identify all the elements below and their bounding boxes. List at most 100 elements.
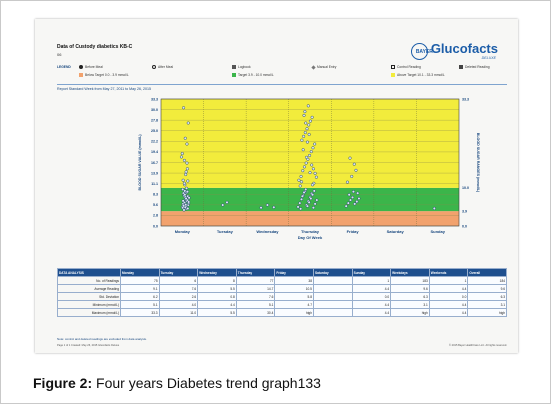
reading-point [185, 186, 189, 190]
reading-point [354, 168, 358, 172]
analysis-row: Std. Deviation 6.2 2.6 0.8 7.6 5.8 0.0 6.3 0.0 6.… [57, 292, 507, 301]
reading-point [308, 153, 312, 157]
reading-point [299, 197, 304, 201]
x-axis-title: Day Of Week [298, 235, 323, 240]
analysis-cell [312, 276, 353, 285]
reading-point [179, 155, 183, 159]
analysis-cell: 5.5 [197, 284, 237, 293]
legend-label: Before Meal [85, 65, 103, 69]
reading-point [185, 167, 189, 171]
y-tick-label: 25.0 [151, 129, 158, 133]
reading-point [297, 178, 301, 182]
x-tick-label: Friday [347, 229, 360, 234]
y-tick-label: 2.8 [153, 214, 158, 218]
analysis-table: DATA ANALYSIS Monday Tuesday Wednesday Thurs… [57, 268, 507, 317]
reading-point [303, 131, 307, 135]
reading-point [351, 195, 355, 199]
divider [57, 84, 507, 85]
reading-point [307, 200, 311, 204]
reading-point [182, 181, 186, 185]
y-tick-label: 19.4 [151, 150, 158, 154]
analysis-title: DATA ANALYSIS [57, 268, 121, 277]
analysis-column-header: Wednesday [197, 268, 237, 277]
reading-point [308, 119, 312, 123]
analysis-cell: 0.0 [351, 292, 392, 301]
reading-point [184, 170, 188, 174]
analysis-cell: 3.1 [467, 300, 507, 309]
right-tick-label: 0.0 [462, 224, 467, 228]
footer-right: © 2015 Bayer HealthCare LLC. All rights … [449, 344, 507, 347]
reading-point [311, 206, 315, 210]
range-band [161, 211, 459, 226]
analysis-cell: high [274, 308, 314, 317]
analysis-cell: high [390, 308, 430, 317]
logo-brand: Glucofacts [430, 41, 498, 56]
reading-point [312, 189, 316, 193]
x-tick-label: Monday [175, 229, 191, 234]
reading-point [310, 115, 314, 119]
analysis-cell: 4.4 [197, 300, 237, 309]
plot-border [160, 98, 460, 227]
reading-point [305, 127, 309, 131]
reading-point [300, 138, 304, 142]
y-tick-label: 27.8 [151, 118, 158, 122]
reading-point [298, 184, 302, 188]
analysis-column-header: Sunday [351, 268, 392, 277]
reading-point [313, 202, 317, 206]
report-id: 06 [57, 52, 62, 57]
analysis-row-label: Std. Deviation [57, 292, 121, 301]
reading-point [185, 190, 189, 194]
x-tick-label: Saturday [387, 229, 405, 234]
analysis-cell: 1 [351, 276, 392, 285]
analysis-cell: 38 [274, 276, 314, 285]
glucofacts-logo: BAYER Glucofacts DELUXE [410, 41, 498, 64]
reading-point [181, 178, 185, 182]
reading-point [347, 193, 351, 197]
analysis-column-header: Tuesday [158, 268, 199, 277]
legend-before-meal: Before Meal [79, 65, 103, 69]
caption-text: Four years Diabetes trend graph133 [96, 375, 321, 391]
legend-deleted-reading: Deleted Reading [459, 65, 490, 69]
legend: LEGEND Before Meal After Meal Logbook Ma… [57, 64, 507, 83]
reading-point [353, 202, 357, 206]
analysis-cell: 0.8 [197, 292, 237, 301]
analysis-note: Note: control and deleted readings are e… [57, 337, 147, 341]
reading-point [355, 200, 359, 204]
y-tick-label: 30.0 [151, 108, 158, 112]
analysis-cell: 9.1 [120, 284, 160, 293]
reading-point [182, 204, 186, 208]
analysis-cell: 5.1 [120, 300, 160, 309]
reading-point [296, 205, 300, 209]
analysis-cell: 3.1 [390, 300, 430, 309]
reading-point [186, 179, 190, 183]
chart-svg: 33.3 30.0 27.8 25.0 22.2 19.4 16.7 13.9 11.1 8.3 5… [138, 97, 480, 240]
analysis-cell: 4.7 [274, 300, 314, 309]
scanned-report: Data of Custody diabetics KB-C 06 BAYER … [35, 19, 518, 353]
analysis-cell: 9.6 [390, 284, 430, 293]
analysis-row-label: Maximum (mmol/L) [57, 308, 121, 317]
caption-label: Figure 2: [33, 375, 93, 391]
reading-point [185, 161, 189, 165]
legend-label: Below Target 0.0 - 3.9 mmol/L [85, 73, 129, 77]
right-tick-label: 33.3 [462, 97, 469, 101]
report-range: Report Standard Week from May 27, 2011 t… [57, 87, 151, 91]
analysis-cell: 0.0 [428, 292, 469, 301]
analysis-row-label: Average Reading [57, 284, 121, 293]
y-tick-label: 13.9 [151, 171, 158, 175]
legend-label: After Meal [158, 65, 174, 69]
reading-point [307, 123, 311, 127]
reading-point [314, 175, 318, 179]
legend-label: Target 3.9 - 10.0 mmol/L [238, 73, 274, 77]
reading-point [302, 190, 306, 194]
analysis-cell: 4.4 [351, 308, 392, 317]
legend-label: Logbook [238, 65, 251, 69]
analysis-cell: 6.2 [120, 292, 160, 301]
analysis-cell [312, 292, 353, 301]
reading-point [310, 163, 314, 167]
analysis-cell: 4.4 [351, 284, 392, 293]
analysis-cell: 33.3 [120, 308, 160, 317]
analysis-cell: 4.4 [428, 308, 469, 317]
logbook-icon [232, 65, 236, 69]
legend-range-below: Below Target 0.0 - 3.9 mmol/L [79, 73, 129, 77]
y-tick-label: 22.2 [151, 140, 158, 144]
